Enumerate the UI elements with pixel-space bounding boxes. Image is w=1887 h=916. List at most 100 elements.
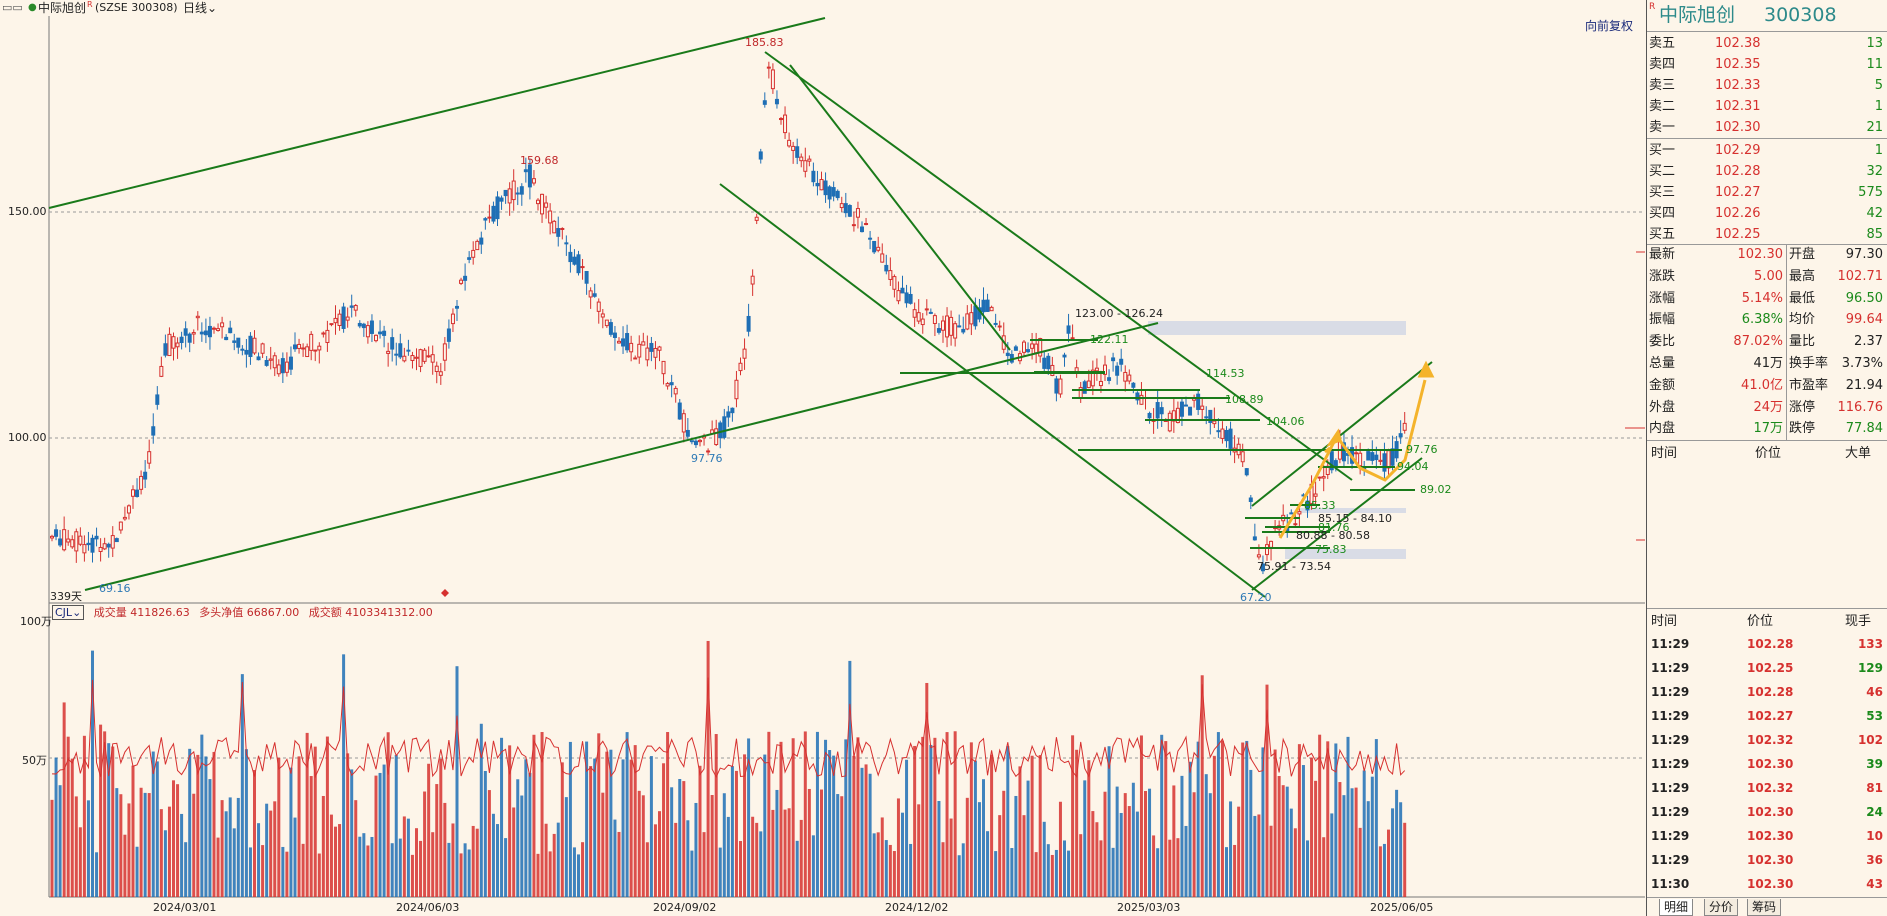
volume-bar bbox=[564, 797, 568, 897]
candle-body bbox=[936, 328, 941, 333]
volume-bar bbox=[406, 818, 410, 897]
tick-row[interactable]: 11:29 102.30 39 bbox=[1647, 754, 1887, 775]
tick-row[interactable]: 11:29 102.28 133 bbox=[1647, 634, 1887, 655]
candle-body bbox=[475, 240, 480, 251]
volume-bar bbox=[799, 819, 803, 897]
bid-volume: 32 bbox=[1866, 164, 1883, 179]
candle-body bbox=[155, 394, 160, 405]
volume-bar bbox=[572, 847, 576, 897]
candle-body bbox=[220, 322, 225, 328]
bid-row[interactable]: 买五 102.25 85 bbox=[1647, 224, 1887, 245]
chart-canvas[interactable] bbox=[0, 0, 1645, 916]
candle-body bbox=[807, 158, 812, 162]
candle-body bbox=[892, 276, 897, 290]
candle-body bbox=[920, 318, 925, 326]
stat-value: 102.71 bbox=[1837, 268, 1884, 284]
period-selector[interactable]: 日线⌄ bbox=[183, 0, 217, 16]
volume-bar bbox=[1225, 847, 1228, 897]
volume-bar bbox=[402, 816, 406, 897]
tick-row[interactable]: 11:29 102.25 129 bbox=[1647, 658, 1887, 679]
candle-body bbox=[811, 170, 816, 183]
tick-price: 102.30 bbox=[1747, 805, 1794, 819]
candle-body bbox=[540, 193, 545, 215]
volume-bar bbox=[1002, 790, 1006, 897]
tab-chips[interactable]: 筹码 bbox=[1747, 899, 1782, 916]
volume-bar bbox=[212, 751, 216, 897]
tick-row[interactable]: 11:29 102.32 81 bbox=[1647, 778, 1887, 799]
tick-time: 11:29 bbox=[1651, 709, 1690, 723]
candle-body bbox=[596, 301, 601, 312]
volume-bar bbox=[1119, 812, 1123, 897]
volume-bar bbox=[1322, 837, 1326, 897]
volume-bar bbox=[807, 788, 811, 897]
candle-body bbox=[576, 254, 581, 274]
candle-body bbox=[1212, 420, 1217, 425]
candle-body bbox=[1402, 422, 1407, 431]
volume-bar bbox=[487, 790, 491, 897]
volume-bar bbox=[224, 811, 228, 897]
restore-button[interactable]: 向前复权 bbox=[1585, 19, 1634, 33]
volume-bar bbox=[257, 823, 261, 897]
stat-label: 跌停 bbox=[1789, 421, 1816, 437]
volume-bar bbox=[86, 800, 90, 897]
volume-bar bbox=[933, 737, 937, 897]
tick-row[interactable]: 11:29 102.30 36 bbox=[1647, 850, 1887, 871]
indicator-selector[interactable]: CJL⌄ bbox=[52, 605, 85, 620]
candle-body bbox=[924, 308, 929, 311]
volume-bar bbox=[949, 818, 953, 897]
tab-price-dist[interactable]: 分价 bbox=[1704, 899, 1739, 916]
candle-body bbox=[981, 299, 986, 313]
candle-body bbox=[855, 208, 860, 218]
candle-body bbox=[1293, 523, 1298, 526]
volume-bar bbox=[1115, 786, 1119, 897]
candle-body bbox=[1204, 416, 1209, 419]
volume-bar bbox=[1046, 844, 1050, 897]
ask-row[interactable]: 卖三 102.33 5 bbox=[1647, 75, 1887, 96]
tick-row[interactable]: 11:29 102.27 53 bbox=[1647, 706, 1887, 727]
ask-row[interactable]: 卖四 102.35 11 bbox=[1647, 54, 1887, 75]
volume-bar bbox=[285, 851, 289, 897]
volume-bar bbox=[50, 799, 54, 897]
candle-body bbox=[207, 325, 212, 338]
candle-body bbox=[519, 186, 524, 195]
volume-bar bbox=[787, 808, 791, 897]
bid-row[interactable]: 买二 102.28 32 bbox=[1647, 161, 1887, 182]
candle-body bbox=[633, 357, 638, 360]
candle-body bbox=[1228, 428, 1233, 449]
tick-price: 102.27 bbox=[1747, 709, 1794, 723]
date-axis-label: 2025/03/03 bbox=[1117, 901, 1181, 914]
candle-body bbox=[625, 333, 630, 351]
bid-row[interactable]: 买四 102.26 42 bbox=[1647, 203, 1887, 224]
volume-bar bbox=[1281, 785, 1285, 897]
volume-bar bbox=[1326, 741, 1330, 897]
volume-bar bbox=[528, 772, 532, 897]
status-dot-icon: ● bbox=[28, 2, 37, 13]
level-label: 108.89 bbox=[1225, 393, 1264, 406]
tab-detail[interactable]: 明细 bbox=[1659, 899, 1694, 916]
candle-body bbox=[183, 328, 188, 336]
candle-body bbox=[244, 349, 249, 355]
candle-body bbox=[118, 521, 123, 531]
tick-row[interactable]: 11:29 102.30 10 bbox=[1647, 826, 1887, 847]
tick-row[interactable]: 11:29 102.28 46 bbox=[1647, 682, 1887, 703]
menu-icon[interactable]: ▭▭ bbox=[2, 1, 23, 14]
candle-body bbox=[779, 118, 783, 121]
volume-bar bbox=[864, 764, 868, 897]
volume-bar bbox=[66, 736, 70, 897]
ask-row[interactable]: 卖五 102.38 13 bbox=[1647, 33, 1887, 54]
bid-row[interactable]: 买一 102.29 1 bbox=[1647, 140, 1887, 161]
ask-row[interactable]: 卖二 102.31 1 bbox=[1647, 96, 1887, 117]
tick-row[interactable]: 11:29 102.32 102 bbox=[1647, 730, 1887, 751]
volume-bar bbox=[1261, 747, 1265, 897]
candle-body bbox=[1119, 358, 1124, 365]
candle-body bbox=[1390, 448, 1395, 466]
tick-row[interactable]: 11:30 102.30 43 bbox=[1647, 874, 1887, 895]
volume-ma-polyline bbox=[51, 677, 1406, 779]
ask-row[interactable]: 卖一 102.30 21 bbox=[1647, 117, 1887, 138]
kline-chart-area[interactable]: ▭▭ ● 中际旭创 R (SZSE 300308) 日线⌄ 向前复权 150.0… bbox=[0, 0, 1645, 916]
volume-bar bbox=[1391, 808, 1395, 897]
volume-bar bbox=[751, 816, 755, 897]
volume-bar bbox=[710, 795, 714, 897]
tick-row[interactable]: 11:29 102.30 24 bbox=[1647, 802, 1887, 823]
bid-row[interactable]: 买三 102.27 575 bbox=[1647, 182, 1887, 203]
